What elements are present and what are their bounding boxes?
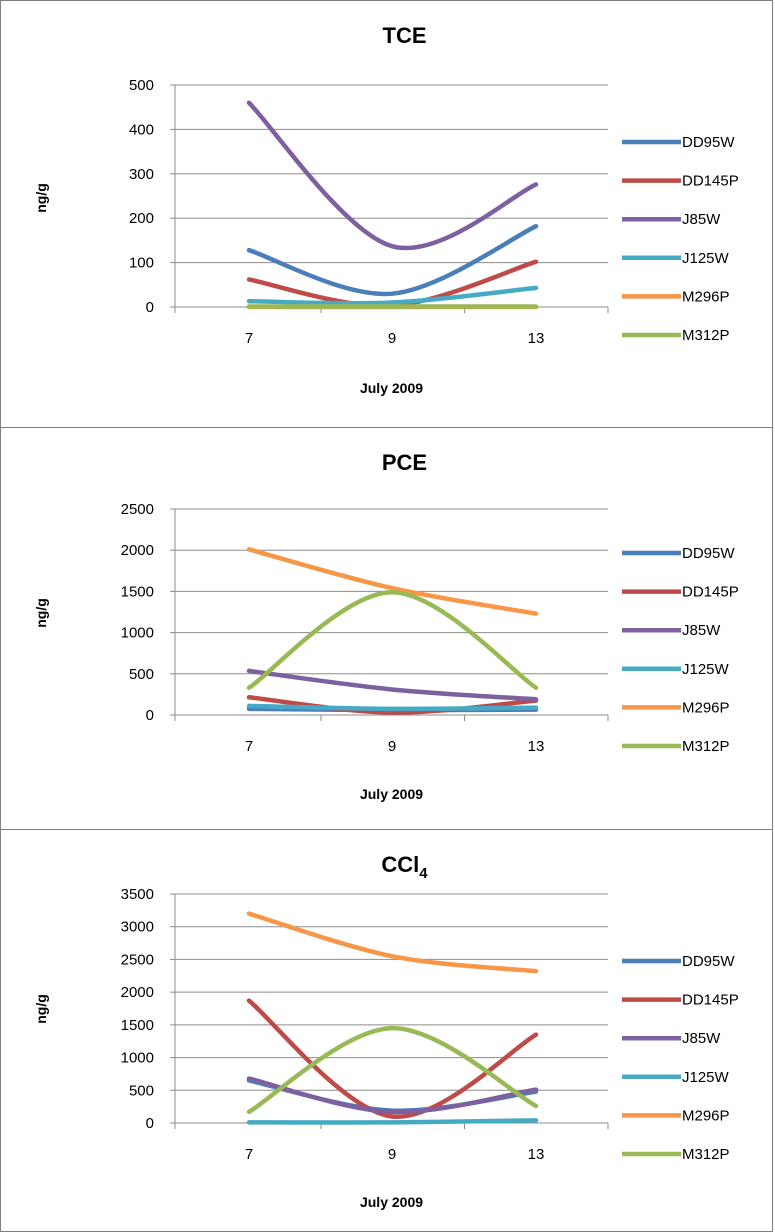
tce-x-axis-label: July 2009 xyxy=(360,380,423,396)
ccl4-x-axis-label: July 2009 xyxy=(360,1194,423,1210)
pce-y-tick-label: 1500 xyxy=(121,583,154,600)
tce-y-tick-label: 400 xyxy=(129,121,154,138)
ccl4-chart-panel: CCl4 0 500 1000 1500 2000 2500 3000 3500 7 9 13 July… xyxy=(0,829,773,1232)
pce-legend-label: DD95W xyxy=(682,545,735,562)
tce-chart-panel: TCE 0 100 200 300 400 500 7 9 13 July 2009 ng/g DD95… xyxy=(0,0,773,428)
ccl4-series-line-j85w xyxy=(246,1076,539,1115)
pce-chart-panel: PCE 0 500 1000 1500 2000 2500 7 9 13 July 2009 ng/g… xyxy=(0,427,773,830)
pce-x-axis-label: July 2009 xyxy=(360,786,423,802)
ccl4-legend-label: J85W xyxy=(682,1030,721,1047)
tce-x-tick-label: 9 xyxy=(388,330,396,347)
ccl4-legend-label: DD145P xyxy=(682,992,739,1009)
pce-x-tick-label: 13 xyxy=(528,738,545,755)
pce-series-line-m296p xyxy=(246,547,539,616)
tce-legend-label: DD145P xyxy=(682,173,739,190)
pce-legend-label: J85W xyxy=(682,622,721,639)
ccl4-x-tick-label: 7 xyxy=(245,1146,253,1163)
tce-legend-label: J125W xyxy=(682,250,730,267)
ccl4-chart-title-subscript: 4 xyxy=(419,865,428,882)
ccl4-series-line-dd145p xyxy=(246,998,539,1119)
pce-y-tick-label: 2500 xyxy=(121,501,154,518)
tce-x-tick-label: 13 xyxy=(528,330,545,347)
tce-legend-label: J85W xyxy=(682,211,721,228)
tce-series-line-dd95w xyxy=(246,223,539,297)
pce-legend-label: DD145P xyxy=(682,584,739,601)
pce-x-tick-label: 7 xyxy=(245,738,253,755)
ccl4-y-tick-label: 3000 xyxy=(121,919,154,936)
pce-series-line-j125w xyxy=(246,703,539,712)
pce-y-tick-label: 500 xyxy=(129,666,154,683)
ccl4-legend-label: J125W xyxy=(682,1069,730,1086)
tce-y-tick-label: 300 xyxy=(129,166,154,183)
tce-chart-title: TCE xyxy=(383,23,427,48)
ccl4-x-tick-label: 9 xyxy=(388,1146,396,1163)
tce-y-tick-label: 500 xyxy=(129,77,154,94)
ccl4-y-tick-label: 0 xyxy=(146,1115,154,1132)
pce-y-tick-label: 1000 xyxy=(121,625,154,642)
tce-x-tick-label: 7 xyxy=(245,330,253,347)
ccl4-x-tick-label: 13 xyxy=(528,1146,545,1163)
pce-series-line-m312p xyxy=(246,589,539,691)
ccl4-chart-title: CCl4 xyxy=(381,852,428,882)
pce-y-tick-label: 2000 xyxy=(121,542,154,559)
pce-legend-label: J125W xyxy=(682,661,730,678)
ccl4-chart: CCl4 0 500 1000 1500 2000 2500 3000 3500 7 9 13 July… xyxy=(33,852,739,1210)
pce-chart-title: PCE xyxy=(382,450,427,475)
pce-chart: PCE 0 500 1000 1500 2000 2500 7 9 13 July 2009 ng/g… xyxy=(33,450,739,802)
ccl4-series-line-dd95w xyxy=(246,1078,539,1113)
pce-legend-label: M296P xyxy=(682,699,730,716)
tce-series-line-j85w xyxy=(246,100,539,251)
pce-series-line-dd145p xyxy=(246,695,539,715)
tce-legend-label: DD95W xyxy=(682,134,735,151)
pce-y-tick-label: 0 xyxy=(146,707,154,724)
ccl4-y-tick-label: 1500 xyxy=(121,1017,154,1034)
ccl4-y-tick-label: 2000 xyxy=(121,984,154,1001)
tce-y-tick-label: 200 xyxy=(129,210,154,227)
ccl4-y-tick-label: 500 xyxy=(129,1082,154,1099)
ccl4-legend-label: DD95W xyxy=(682,953,735,970)
ccl4-legend-label: M312P xyxy=(682,1146,730,1163)
tce-legend-label: M296P xyxy=(682,288,730,305)
tce-y-axis-label: ng/g xyxy=(33,183,49,213)
tce-y-tick-label: 0 xyxy=(146,299,154,316)
ccl4-series-line-j125w xyxy=(246,1118,539,1125)
ccl4-y-axis-label: ng/g xyxy=(33,994,49,1024)
tce-y-tick-label: 100 xyxy=(129,255,154,272)
ccl4-legend-label: M296P xyxy=(682,1107,730,1124)
ccl4-series-line-m312p xyxy=(246,1025,539,1115)
tce-chart: TCE 0 100 200 300 400 500 7 9 13 July 2009 ng/g DD95… xyxy=(33,23,739,396)
pce-legend-label: M312P xyxy=(682,738,730,755)
ccl4-y-tick-label: 2500 xyxy=(121,951,154,968)
ccl4-series-line-m296p xyxy=(246,911,539,974)
pce-y-axis-label: ng/g xyxy=(33,598,49,628)
ccl4-y-tick-label: 1000 xyxy=(121,1050,154,1067)
pce-series-line-j85w xyxy=(246,668,539,702)
tce-series-line-j125w xyxy=(246,285,539,306)
pce-x-tick-label: 9 xyxy=(388,738,396,755)
tce-legend-label: M312P xyxy=(682,327,730,344)
ccl4-y-tick-label: 3500 xyxy=(121,886,154,903)
